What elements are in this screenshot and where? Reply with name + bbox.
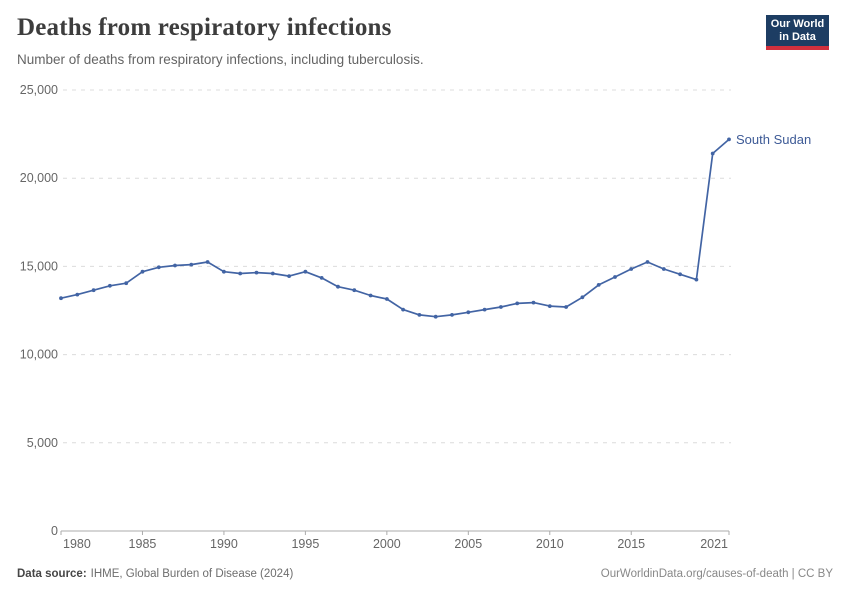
data-point[interactable] (547, 304, 552, 308)
entity-label[interactable]: South Sudan (736, 132, 811, 147)
owid-logo-text-line1: Our World (770, 18, 825, 30)
y-axis-tick-label: 25,000 (20, 83, 58, 97)
data-point[interactable] (287, 274, 291, 278)
data-point[interactable] (352, 288, 357, 293)
y-axis-tick-label: 15,000 (20, 259, 58, 273)
data-point[interactable] (596, 283, 601, 287)
data-point[interactable] (140, 269, 145, 274)
data-point[interactable] (613, 275, 617, 279)
data-source-value: IHME, Global Burden of Disease (2024) (90, 568, 294, 580)
data-point[interactable] (75, 292, 80, 297)
data-point[interactable] (466, 310, 471, 315)
data-point[interactable] (433, 314, 438, 319)
x-axis-tick-label: 2005 (454, 537, 482, 551)
data-point[interactable] (254, 270, 259, 275)
data-point[interactable] (189, 262, 194, 267)
data-point[interactable] (417, 313, 422, 317)
data-point[interactable] (336, 284, 340, 289)
data-point[interactable] (531, 300, 536, 305)
x-axis-tick-label: 2000 (373, 537, 401, 551)
x-axis-tick-label: 1985 (129, 537, 157, 551)
x-axis-tick-label: 2010 (536, 537, 564, 551)
data-point[interactable] (238, 271, 243, 276)
data-point[interactable] (222, 269, 226, 274)
data-source-note: Data source: IHME, Global Burden of Disea… (17, 568, 293, 580)
data-point[interactable] (124, 281, 129, 286)
data-point[interactable] (515, 301, 520, 306)
data-point[interactable] (205, 260, 210, 264)
data-point[interactable] (629, 267, 634, 271)
data-point[interactable] (710, 151, 715, 156)
x-axis-tick-label: 1990 (210, 537, 238, 551)
y-axis-tick-label: 0 (51, 524, 58, 538)
data-source-label: Data source: (17, 568, 87, 580)
data-point[interactable] (499, 305, 503, 309)
x-axis-tick-label: 1980 (63, 537, 91, 551)
data-point[interactable] (385, 297, 389, 301)
owid-logo-text-line2: in Data (779, 30, 816, 43)
y-axis-tick-label: 20,000 (20, 171, 58, 185)
line-series (60, 138, 730, 318)
data-point[interactable] (91, 288, 96, 293)
chart-footer: Data source: IHME, Global Burden of Disea… (17, 568, 833, 584)
x-axis-tick-label: 1995 (291, 537, 319, 551)
data-point[interactable] (59, 296, 63, 301)
data-point[interactable] (173, 263, 177, 268)
data-point[interactable] (270, 271, 275, 276)
data-point[interactable] (661, 267, 666, 271)
chart-canvas[interactable]: 0 5,000 10,000 15,000 20,000 25,000 1980 1985 19… (0, 80, 850, 558)
data-point[interactable] (564, 305, 568, 309)
data-point[interactable] (368, 293, 373, 298)
data-point[interactable] (727, 137, 731, 142)
credit-link[interactable]: OurWorldinData.org/causes-of-death | CC … (600, 568, 833, 580)
y-axis-tick-label: 5,000 (27, 436, 58, 450)
data-point[interactable] (645, 260, 650, 264)
x-axis-tick-label: 2015 (617, 537, 645, 551)
data-point[interactable] (303, 269, 308, 274)
data-point[interactable] (482, 307, 487, 312)
owid-logo[interactable]: Our World in Data (766, 15, 829, 50)
chart-area[interactable]: 0 5,000 10,000 15,000 20,000 25,000 1980 1985 19… (0, 80, 850, 558)
data-point[interactable] (108, 283, 112, 288)
data-point[interactable] (401, 307, 405, 312)
data-point[interactable] (156, 265, 161, 270)
x-axis-tick-label: 2021 (700, 537, 728, 551)
data-point[interactable] (319, 276, 324, 280)
data-point[interactable] (678, 272, 682, 277)
data-point[interactable] (450, 313, 454, 317)
data-point[interactable] (694, 277, 699, 282)
page-title: Deaths from respiratory infections (17, 14, 392, 41)
y-axis-tick-label: 10,000 (20, 348, 58, 362)
data-point[interactable] (580, 295, 585, 300)
chart-subtitle: Number of deaths from respiratory infect… (17, 52, 424, 67)
